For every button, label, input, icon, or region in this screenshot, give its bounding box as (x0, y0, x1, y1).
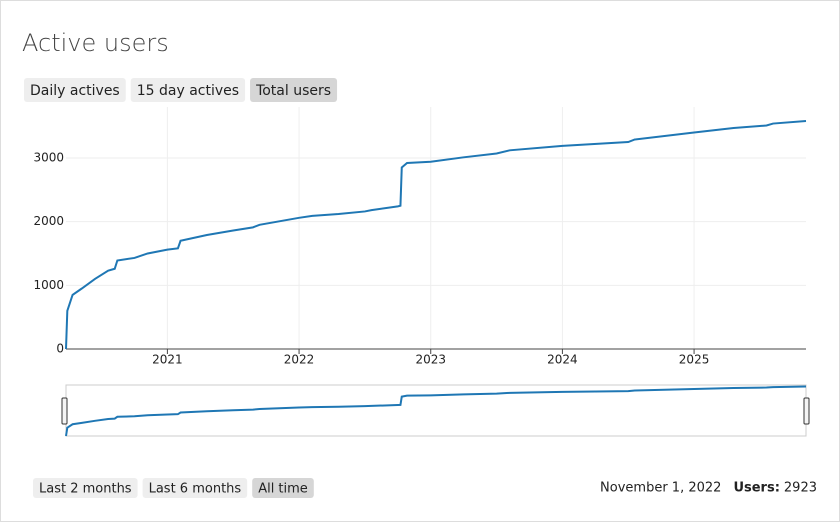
button-label[interactable]: 15 day actives (137, 83, 239, 99)
button[interactable] (250, 78, 338, 102)
button-label[interactable]: Last 6 months (149, 482, 242, 497)
title: Active users (22, 29, 169, 57)
x-tick-label: 2021 (152, 353, 183, 367)
navigator (65, 384, 807, 437)
button[interactable] (142, 478, 248, 498)
date: November 1, 2022 (600, 481, 721, 496)
users-label: Users: (733, 481, 779, 496)
button[interactable] (252, 478, 314, 498)
button[interactable] (24, 78, 126, 102)
x-tick-label: 2024 (547, 353, 578, 367)
y-tick-label: 2000 (33, 214, 64, 228)
button-label[interactable]: All time (258, 482, 308, 497)
navigator-line (65, 385, 807, 437)
x-tick-label: 2025 (679, 353, 710, 367)
button[interactable] (130, 78, 246, 102)
y-tick-label: 1000 (33, 278, 64, 292)
navigator-handle[interactable] (61, 397, 68, 425)
navigator-handle[interactable] (803, 397, 810, 425)
y-tick-label: 3000 (33, 150, 64, 164)
button-label[interactable]: Daily actives (30, 83, 120, 99)
users-value: 2923 (784, 481, 817, 496)
button[interactable] (33, 478, 138, 498)
x-tick-label: 2022 (284, 353, 315, 367)
line (65, 120, 807, 350)
button-label[interactable]: Total users (255, 83, 331, 99)
x-tick-label: 2023 (415, 353, 446, 367)
button-label[interactable]: Last 2 months (39, 482, 132, 497)
y-tick-label: 0 (56, 342, 64, 356)
